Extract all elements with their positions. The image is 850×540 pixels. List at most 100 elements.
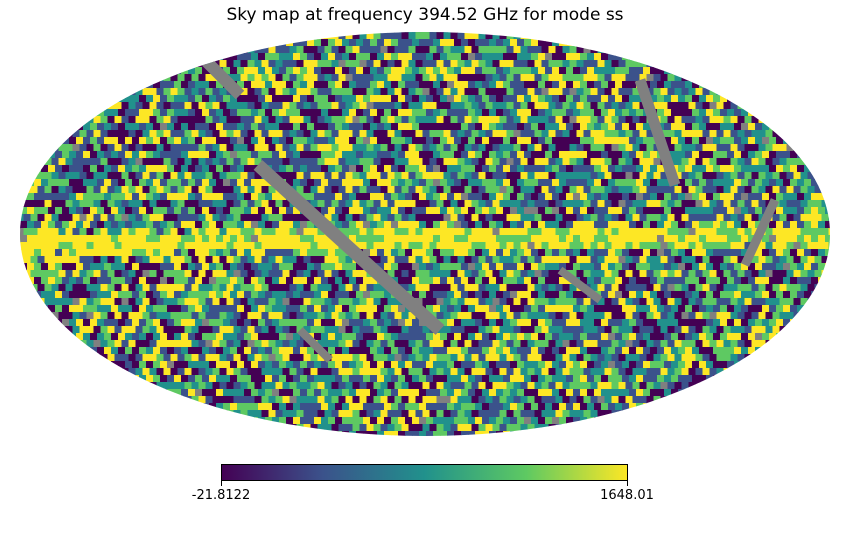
map-pixel <box>107 130 116 138</box>
map-pixel <box>657 361 665 369</box>
map-pixel <box>622 333 630 341</box>
map-pixel <box>296 46 305 54</box>
map-pixel <box>503 81 511 89</box>
map-pixel <box>611 312 620 320</box>
map-pixel <box>296 116 305 124</box>
map-pixel <box>471 158 480 166</box>
map-pixel <box>762 249 770 257</box>
map-pixel <box>604 116 613 124</box>
map-pixel <box>233 116 242 124</box>
map-pixel <box>90 207 98 215</box>
map-pixel <box>377 291 385 299</box>
map-pixel <box>307 179 315 187</box>
map-pixel <box>510 333 518 341</box>
map-pixel <box>370 39 378 47</box>
map-pixel <box>244 249 252 257</box>
map-pixel <box>415 172 424 180</box>
map-pixel <box>139 277 147 285</box>
map-pixel <box>48 305 56 313</box>
map-pixel <box>629 53 637 61</box>
map-pixel <box>76 277 84 285</box>
map-pixel <box>492 32 501 40</box>
map-pixel <box>265 319 273 327</box>
map-pixel <box>377 123 385 131</box>
map-pixel <box>832 193 840 201</box>
map-pixel <box>135 340 144 348</box>
map-pixel <box>573 95 581 103</box>
map-pixel <box>160 305 168 313</box>
map-pixel <box>212 242 221 250</box>
map-pixel <box>205 200 214 208</box>
map-pixel <box>370 67 378 75</box>
map-pixel <box>443 186 452 194</box>
map-pixel <box>688 186 697 194</box>
map-pixel <box>566 291 574 299</box>
map-pixel <box>317 186 326 194</box>
map-pixel <box>359 46 368 54</box>
map-pixel <box>195 179 203 187</box>
map-pixel <box>205 116 214 124</box>
map-pixel <box>520 354 529 362</box>
map-pixel <box>149 340 158 348</box>
map-pixel <box>828 214 830 222</box>
map-pixel <box>244 305 252 313</box>
map-pixel <box>58 144 67 152</box>
map-pixel <box>615 305 623 313</box>
map-pixel <box>492 312 501 320</box>
map-pixel <box>545 333 553 341</box>
map-pixel <box>293 137 301 145</box>
map-pixel <box>293 123 301 131</box>
map-pixel <box>408 256 417 264</box>
map-pixel <box>590 298 599 306</box>
map-pixel <box>433 67 441 75</box>
map-pixel <box>489 361 497 369</box>
map-pixel <box>272 291 280 299</box>
map-pixel <box>240 368 249 376</box>
map-pixel <box>219 88 228 96</box>
map-pixel <box>524 207 532 215</box>
map-pixel <box>125 277 133 285</box>
map-pixel <box>681 242 690 250</box>
map-pixel <box>76 221 84 229</box>
map-pixel <box>475 235 483 243</box>
map-pixel <box>317 60 326 68</box>
map-pixel <box>401 32 410 40</box>
map-pixel <box>594 277 602 285</box>
map-pixel <box>146 361 154 369</box>
map-pixel <box>692 291 700 299</box>
map-pixel <box>93 354 102 362</box>
map-pixel <box>62 165 70 173</box>
map-pixel <box>86 116 95 124</box>
map-pixel <box>219 242 228 250</box>
map-pixel <box>303 186 312 194</box>
map-pixel <box>209 263 217 271</box>
map-pixel <box>114 116 123 124</box>
map-pixel <box>685 249 693 257</box>
map-pixel <box>506 102 515 110</box>
map-pixel <box>272 193 280 201</box>
map-pixel <box>142 256 151 264</box>
map-pixel <box>132 249 140 257</box>
map-pixel <box>608 53 616 61</box>
map-pixel <box>457 102 466 110</box>
map-pixel <box>720 263 728 271</box>
map-pixel <box>314 249 322 257</box>
map-pixel <box>825 263 830 271</box>
map-pixel <box>821 172 830 180</box>
map-pixel <box>678 291 686 299</box>
map-pixel <box>426 53 434 61</box>
map-pixel <box>734 179 742 187</box>
map-pixel <box>503 305 511 313</box>
map-pixel <box>520 60 529 68</box>
map-pixel <box>541 298 550 306</box>
map-pixel <box>321 319 329 327</box>
map-pixel <box>527 32 536 40</box>
map-pixel <box>41 165 49 173</box>
map-pixel <box>765 242 774 250</box>
map-pixel <box>681 298 690 306</box>
map-pixel <box>247 88 256 96</box>
map-pixel <box>741 249 749 257</box>
map-pixel <box>314 305 322 313</box>
map-pixel <box>531 235 539 243</box>
map-pixel <box>41 291 49 299</box>
